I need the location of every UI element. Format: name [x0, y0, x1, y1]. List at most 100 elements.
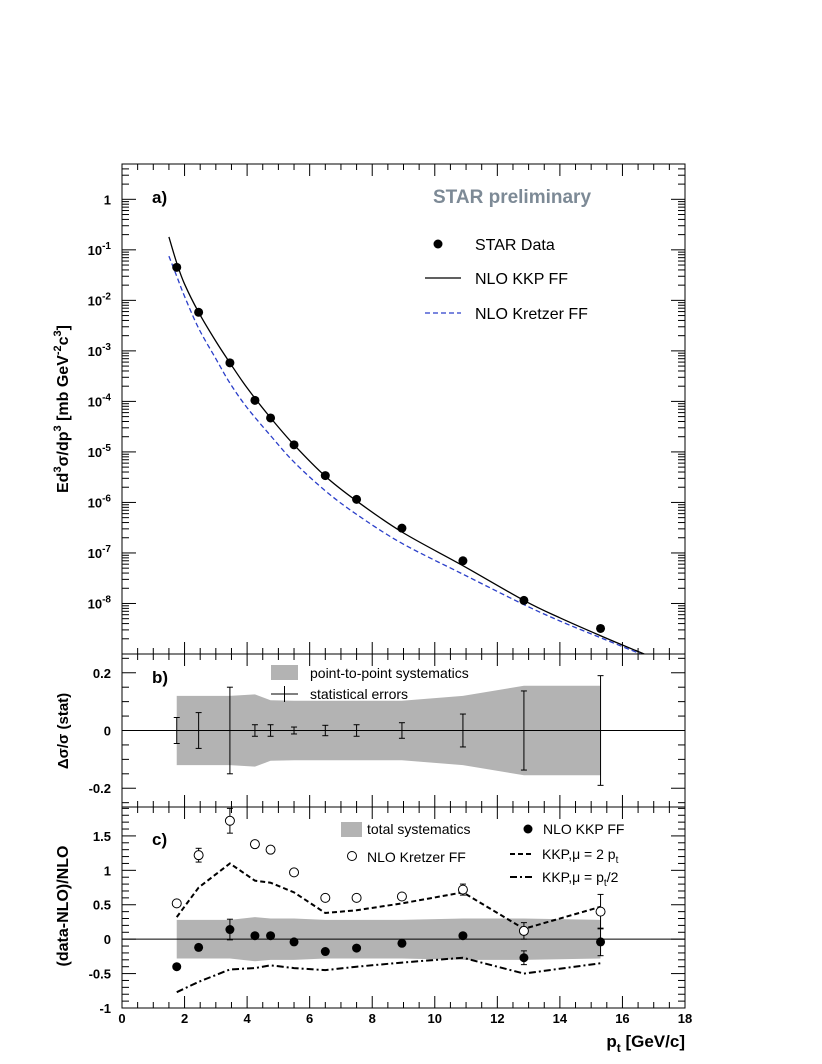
kkp-ratio-point: [352, 943, 362, 953]
x-tick-label: 8: [369, 1011, 376, 1026]
x-tick-label: 4: [243, 1011, 251, 1026]
star-data-point: [397, 523, 407, 533]
star-data-point: [352, 494, 362, 504]
star-data-point: [458, 556, 468, 566]
kkp-ratio-point: [225, 925, 235, 935]
star-data-point: [194, 307, 204, 317]
star-data-point: [266, 413, 276, 423]
panel-a-ytick-label: 10-6: [88, 493, 112, 510]
panel-a-ytick-label: 10-7: [88, 544, 112, 561]
kretzer-ratio-point: [518, 925, 529, 936]
star-data-point: [250, 395, 260, 405]
kkp-mu2-curve: [175, 862, 601, 930]
kkp-ratio-point: [172, 962, 182, 972]
x-tick-label: 18: [678, 1011, 692, 1026]
x-axis-title: pt [GeV/c]: [606, 1032, 685, 1055]
kkp-ratio-point: [458, 931, 468, 941]
kkp-curve: [168, 236, 646, 654]
star-data-point: [519, 595, 529, 605]
legend-kretzer-ratio-label: NLO Kretzer FF: [367, 849, 466, 865]
legend-total-systematics-swatch: [341, 822, 362, 837]
kretzer-ratio-point: [193, 850, 204, 861]
kkp-ratio-point: [266, 931, 276, 941]
star-preliminary-watermark: STAR preliminary: [433, 187, 591, 208]
panel-b-stat-errors: 0.2 0 -0.2 b) point-to-point systematics s…: [55, 653, 686, 808]
legend-p2p-systematics-label: point-to-point systematics: [310, 665, 469, 681]
panel-b-label: b): [152, 668, 168, 687]
x-tick-label: 14: [553, 1011, 568, 1026]
panel-b-ytick-label: 0: [104, 724, 111, 739]
kretzer-ratio-point: [249, 839, 260, 850]
panel-a-ytick-label: 10-2: [88, 291, 112, 308]
legend-kretzer-label: NLO Kretzer FF: [475, 306, 588, 323]
x-tick-label: 6: [306, 1011, 313, 1026]
panel-b-ticks: 0.2 0 -0.2: [89, 654, 686, 807]
x-tick-label: 2: [181, 1011, 188, 1026]
x-tick-label: 0: [118, 1011, 125, 1026]
panel-a-ytick-label: 10-4: [88, 392, 112, 409]
legend-kkp-marker: [523, 824, 533, 834]
panel-a-y-axis-title: Ed3σ/dp3 [mb GeV-2c3]: [52, 325, 72, 493]
panel-b-legend: point-to-point systematics statistical e…: [271, 665, 469, 702]
legend-kkp-label: NLO KKP FF: [475, 271, 568, 288]
kkp-ratio-point: [519, 953, 529, 963]
panel-a-spectrum: 1 10-1 10-2 10-3 10-4 10-5 10-6 10-7 10-8 a) STA…: [52, 163, 686, 655]
kkp-ratio-point: [320, 947, 330, 957]
kretzer-ratio-point: [265, 844, 276, 855]
kretzer-ratio-point: [595, 906, 606, 917]
panel-b-error-bars: [173, 675, 604, 786]
star-data-point: [172, 262, 182, 272]
panel-c-ratio: 1.5 1 0.5 0 -0.5 -1 0 2 4 6 8 10 12 14 16 18 c) total s…: [55, 806, 692, 1055]
legend-kretzer-marker: [347, 851, 357, 861]
panel-a-frame: [121, 163, 686, 655]
panel-c-ytick-label: -1: [99, 1001, 111, 1016]
panel-c-curves: [175, 862, 601, 994]
panel-a-legend: STAR Data NLO KKP FF NLO Kretzer FF: [425, 237, 588, 323]
panel-a-ticks: 1 10-1 10-2 10-3 10-4 10-5 10-6 10-7 10-8: [88, 163, 686, 655]
panel-c-ticks: 1.5 1 0.5 0 -0.5 -1 0 2 4 6 8 10 12 14 16 18: [89, 807, 692, 1026]
panel-a-ytick-label: 10-5: [88, 443, 112, 460]
panel-b-y-axis-title: Δσ/σ (stat): [55, 693, 72, 769]
panel-c-ytick-label: 1: [104, 863, 111, 878]
panel-c-data-points: [171, 807, 606, 972]
legend-p2p-systematics-swatch: [271, 665, 298, 680]
kkp-ratio-point: [250, 931, 260, 941]
kretzer-curve: [168, 255, 643, 654]
star-data-point: [289, 440, 299, 450]
legend-muhalf-label: KKP,μ = pt/2: [542, 869, 619, 889]
kretzer-ratio-point: [320, 892, 331, 903]
kkp-ratio-point: [596, 937, 606, 947]
panel-b-ytick-label: 0.2: [93, 666, 111, 681]
kkp-muhalf-curve: [176, 956, 601, 994]
kretzer-ratio-point: [224, 815, 235, 826]
kretzer-ratio-point: [457, 884, 468, 895]
panel-a-curves: [168, 236, 646, 654]
legend-kkp-ratio-label: NLO KKP FF: [543, 821, 624, 837]
legend-total-systematics-label: total systematics: [367, 821, 470, 837]
panel-c-ytick-label: 0.5: [93, 898, 111, 913]
panel-c-ytick-label: 1.5: [93, 829, 111, 844]
panel-a-ytick-label: 10-8: [88, 594, 112, 611]
panel-c-ytick-label: 0: [104, 932, 111, 947]
kretzer-ratio-point: [396, 891, 407, 902]
panel-a-ytick-label: 10-3: [88, 342, 112, 359]
panel-c-legend: total systematics NLO Kretzer FF NLO KKP…: [341, 821, 624, 889]
kretzer-ratio-point: [171, 898, 182, 909]
panel-a-ytick-label: 10-1: [88, 241, 112, 258]
kkp-ratio-point: [397, 938, 407, 948]
panel-c-label: c): [152, 830, 167, 849]
star-data-point: [320, 471, 330, 481]
star-data-point: [596, 623, 606, 633]
x-tick-label: 12: [490, 1011, 504, 1026]
star-data-point: [225, 358, 235, 368]
legend-star-data-marker: [433, 239, 443, 249]
legend-mu2-label: KKP,μ = 2 pt: [542, 846, 619, 866]
panel-a-data-points: [172, 262, 606, 633]
kkp-ratio-point: [289, 937, 299, 947]
kretzer-ratio-point: [289, 867, 300, 878]
panel-a-ytick-label: 1: [104, 192, 111, 207]
panel-b-ytick-label: -0.2: [89, 781, 111, 796]
kretzer-ratio-point: [351, 892, 362, 903]
panel-c-y-axis-title: (data-NLO)/NLO: [55, 846, 72, 967]
